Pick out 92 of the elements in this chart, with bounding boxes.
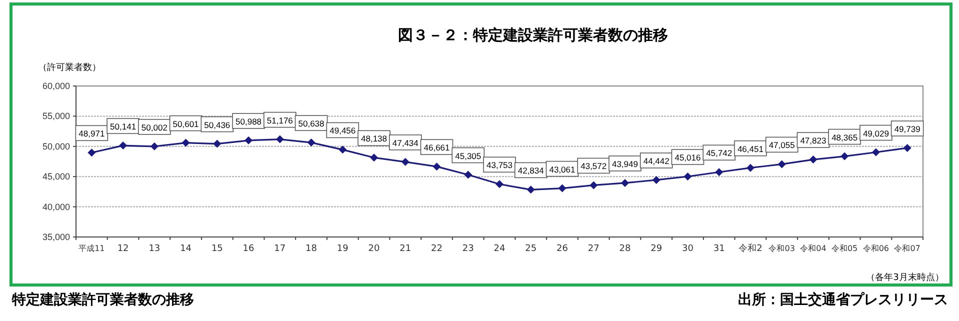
point: [840, 152, 849, 160]
point: [213, 140, 222, 148]
data-label: 42,834: [518, 166, 544, 176]
point: [432, 162, 441, 171]
point: [338, 146, 347, 154]
x-tick-label: 28: [619, 244, 631, 254]
x-tick-label: 令和04: [800, 244, 826, 253]
point: [182, 138, 190, 147]
data-label: 43,572: [580, 161, 607, 172]
point: [809, 156, 818, 164]
text: （各年3月末時点）: [866, 272, 944, 283]
data-label: 45,742: [706, 148, 732, 158]
data-label: 46,661: [424, 142, 450, 153]
data-label: 46,451: [737, 144, 764, 154]
text: 出所：国土交通省プレスリリース: [738, 291, 948, 308]
chart-title: 図３－２：特定建設業許可業者数の推移: [398, 26, 668, 44]
point: [496, 180, 504, 188]
data-label: 47,434: [392, 138, 419, 148]
data-label: 44,442: [643, 156, 670, 166]
point: [652, 176, 660, 184]
x-tick-label: 29: [650, 244, 662, 254]
y-tick-label: 45,000: [42, 172, 70, 182]
point: [150, 142, 158, 150]
data-label: 45,016: [674, 152, 701, 163]
data-label: 45,305: [455, 150, 482, 161]
point: [307, 138, 316, 147]
x-tick-label: 令和07: [894, 244, 920, 253]
data-label: 50,436: [204, 120, 230, 130]
point: [746, 164, 754, 172]
point: [276, 135, 284, 144]
x-tick-label: 24: [494, 244, 506, 254]
point: [401, 158, 410, 166]
point: [715, 168, 724, 176]
point: [684, 172, 692, 181]
x-tick-label: 18: [306, 244, 318, 254]
data-label: 50,141: [110, 122, 136, 132]
x-tick-label: 20: [368, 244, 380, 254]
data-label: 50,601: [172, 118, 200, 129]
data-label: 47,823: [800, 136, 826, 146]
x-tick-label: 17: [274, 244, 286, 254]
data-label: 48,138: [361, 134, 388, 144]
x-tick-label: 19: [336, 244, 349, 254]
point: [558, 184, 566, 192]
x-tick-label: 令和05: [831, 244, 858, 253]
data-label: 49,739: [894, 124, 921, 134]
y-tick-label: 35,000: [42, 232, 70, 242]
data-label: 51,176: [266, 115, 294, 126]
data-label: 47,055: [768, 140, 796, 150]
data-label: 43,061: [549, 164, 576, 174]
y-tick-label: 50,000: [42, 141, 70, 152]
x-tick-label: 21: [400, 244, 412, 254]
y-tick-label: 55,000: [42, 111, 70, 122]
data-label: 50,002: [141, 122, 168, 132]
point: [590, 181, 598, 190]
x-tick-label: 22: [431, 244, 442, 254]
x-tick-label: 16: [242, 244, 255, 254]
x-tick-label: 30: [682, 244, 694, 254]
y-tick-label: 40,000: [42, 202, 70, 212]
x-tick-label: 13: [148, 244, 160, 254]
x-tick-label: 26: [556, 244, 568, 254]
point: [119, 142, 128, 150]
x-tick-label: 15: [211, 244, 223, 254]
data-label: 43,949: [612, 158, 638, 169]
point: [88, 148, 96, 157]
data-label: 49,456: [330, 126, 356, 136]
point: [620, 178, 629, 187]
data-label: 49,029: [862, 128, 890, 138]
point: [872, 148, 880, 156]
data-label: 43,753: [486, 160, 513, 170]
x-tick-label: 23: [462, 244, 474, 254]
x-tick-label: 27: [588, 244, 600, 254]
point: [464, 170, 472, 179]
y-tick-label: 60,000: [42, 81, 70, 91]
x-tick-label: 14: [180, 244, 192, 254]
x-tick-label: 12: [117, 244, 129, 254]
point: [526, 186, 535, 194]
data-label: 48,971: [78, 128, 105, 139]
x-tick-label: 31: [713, 244, 725, 254]
point: [370, 154, 378, 162]
text: 特定建設業許可業者数の推移: [11, 291, 194, 308]
data-label: 50,988: [236, 116, 262, 126]
point: [244, 136, 253, 144]
x-tick-label: 令和06: [862, 244, 890, 253]
point: [903, 144, 912, 152]
y-axis-title: （許可業者数）: [38, 62, 101, 73]
x-tick-label: 平成11: [78, 244, 105, 253]
x-tick-label: 令和2: [738, 243, 762, 254]
data-label: 48,365: [832, 132, 858, 142]
x-tick-label: 令和03: [768, 244, 795, 253]
point: [778, 160, 786, 168]
data-label: 50,638: [298, 118, 325, 129]
x-tick-label: 25: [525, 244, 537, 254]
